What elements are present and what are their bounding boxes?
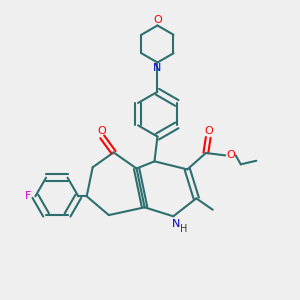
Text: O: O	[205, 127, 213, 136]
Text: O: O	[153, 15, 162, 25]
Text: N: N	[153, 63, 162, 73]
Text: O: O	[97, 126, 106, 136]
Text: H: H	[180, 224, 188, 234]
Text: O: O	[227, 150, 236, 160]
Text: N: N	[172, 219, 180, 229]
Text: F: F	[25, 191, 31, 201]
